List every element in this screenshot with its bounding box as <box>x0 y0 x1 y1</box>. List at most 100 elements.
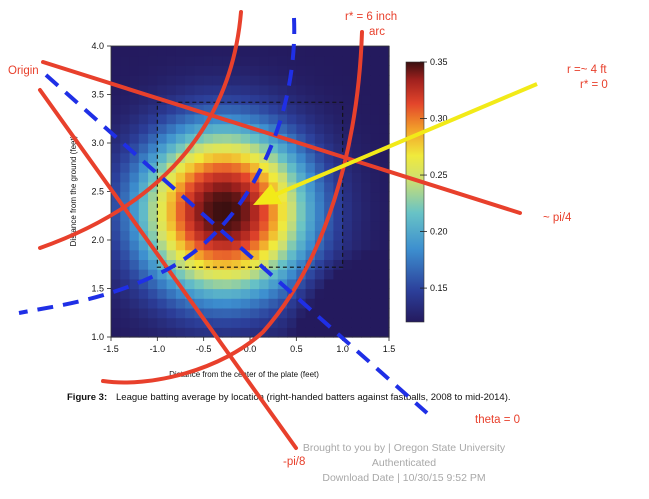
heatmap-cell <box>166 172 177 183</box>
heatmap-cell <box>324 181 334 193</box>
heatmap-cell <box>370 201 381 212</box>
heatmap-cell <box>342 317 353 328</box>
heatmap-cell <box>277 307 288 319</box>
heatmap-cell <box>185 123 195 134</box>
heatmap-cell <box>305 123 316 134</box>
heatmap-cell <box>231 104 242 115</box>
heatmap-cell <box>212 307 223 319</box>
heatmap-cell <box>129 104 140 115</box>
heatmap-cell <box>296 278 307 290</box>
heatmap-cell <box>129 94 140 105</box>
heatmap-cell <box>231 65 242 76</box>
heatmap-cell <box>129 278 140 290</box>
heatmap-cell <box>361 259 372 270</box>
heatmap-cell <box>111 75 121 86</box>
heatmap-cell <box>231 249 242 260</box>
heatmap-cell <box>148 55 158 66</box>
heatmap-cell <box>324 201 334 212</box>
heatmap-cell <box>185 162 195 173</box>
heatmap-cell <box>379 65 390 76</box>
heatmap-cell <box>342 123 353 134</box>
heatmap-cell <box>231 317 242 328</box>
heatmap-cell <box>351 298 362 309</box>
heatmap-cell <box>351 123 362 134</box>
heatmap-cell <box>296 133 307 144</box>
heatmap-cell <box>175 327 186 338</box>
heatmap-cell <box>166 46 177 57</box>
heatmap-cell <box>120 288 131 299</box>
heatmap-cell <box>351 152 362 163</box>
heatmap-cell <box>250 191 260 202</box>
annotation-arc: arc <box>369 26 385 38</box>
heatmap-cell <box>138 94 149 105</box>
heatmap-cell <box>138 278 149 290</box>
heatmap-cell <box>361 230 372 241</box>
heatmap-cell <box>203 230 214 241</box>
heatmap-cell <box>250 65 260 76</box>
x-tick-label: 0.0 <box>244 344 257 354</box>
heatmap-cell <box>314 113 325 125</box>
heatmap-cell <box>166 230 177 241</box>
heatmap-cell <box>287 133 297 144</box>
heatmap-cell <box>333 220 344 231</box>
heatmap-cell <box>370 133 381 144</box>
heatmap-cell <box>157 123 168 134</box>
heatmap-cell <box>175 288 186 299</box>
heatmap-cell <box>203 269 214 280</box>
heatmap-cell <box>333 259 344 270</box>
heatmap-cell <box>120 133 131 144</box>
heatmap-cell <box>277 259 288 270</box>
heatmap-cell <box>194 181 205 193</box>
heatmap-cell <box>361 278 372 290</box>
heatmap-cell <box>231 210 242 222</box>
heatmap-cell <box>305 210 316 222</box>
heatmap-cell <box>333 278 344 290</box>
heatmap-cell <box>212 230 223 241</box>
heatmap-cell <box>324 46 334 57</box>
heatmap-cell <box>148 278 158 290</box>
heatmap-cell <box>129 133 140 144</box>
heatmap-cell <box>203 172 214 183</box>
heatmap-cell <box>194 123 205 134</box>
heatmap-cell <box>111 240 121 251</box>
heatmap-cell <box>305 249 316 260</box>
heatmap-cell <box>379 288 390 299</box>
heatmap-cell <box>287 143 297 154</box>
heatmap-cell <box>287 104 297 115</box>
heatmap-cell <box>203 220 214 231</box>
heatmap-cell <box>287 307 297 319</box>
heatmap-cell <box>342 210 353 222</box>
heatmap-cell <box>203 307 214 319</box>
heatmap-cell <box>148 307 158 319</box>
heatmap-cell <box>342 162 353 173</box>
heatmap-cell <box>240 55 251 66</box>
heatmap-cell <box>175 269 186 280</box>
heatmap-cell <box>111 210 121 222</box>
heatmap-cell <box>111 259 121 270</box>
heatmap-cell <box>240 240 251 251</box>
heatmap-cell <box>287 230 297 241</box>
heatmap-cell <box>222 210 233 222</box>
heatmap-cell <box>231 230 242 241</box>
heatmap-cell <box>111 249 121 260</box>
heatmap-cell <box>157 317 168 328</box>
heatmap-cell <box>370 84 381 96</box>
heatmap-cell <box>203 240 214 251</box>
heatmap-cell <box>296 191 307 202</box>
heatmap-cell <box>212 220 223 231</box>
heatmap-cell <box>129 201 140 212</box>
heatmap-cell <box>351 249 362 260</box>
y-tick-label: 3.0 <box>91 138 104 148</box>
heatmap-cell <box>240 46 251 57</box>
heatmap-cell <box>379 46 390 57</box>
heatmap-cell <box>333 46 344 57</box>
footer-line-2: Authenticated <box>372 457 436 469</box>
heatmap-cell <box>333 133 344 144</box>
heatmap-cell <box>185 220 195 231</box>
annotation-r-star-6: r* = 6 inch <box>345 11 397 23</box>
heatmap-cell <box>333 104 344 115</box>
heatmap-cell <box>194 278 205 290</box>
heatmap-cell <box>222 143 233 154</box>
heatmap-cell <box>250 317 260 328</box>
heatmap-cell <box>333 84 344 96</box>
